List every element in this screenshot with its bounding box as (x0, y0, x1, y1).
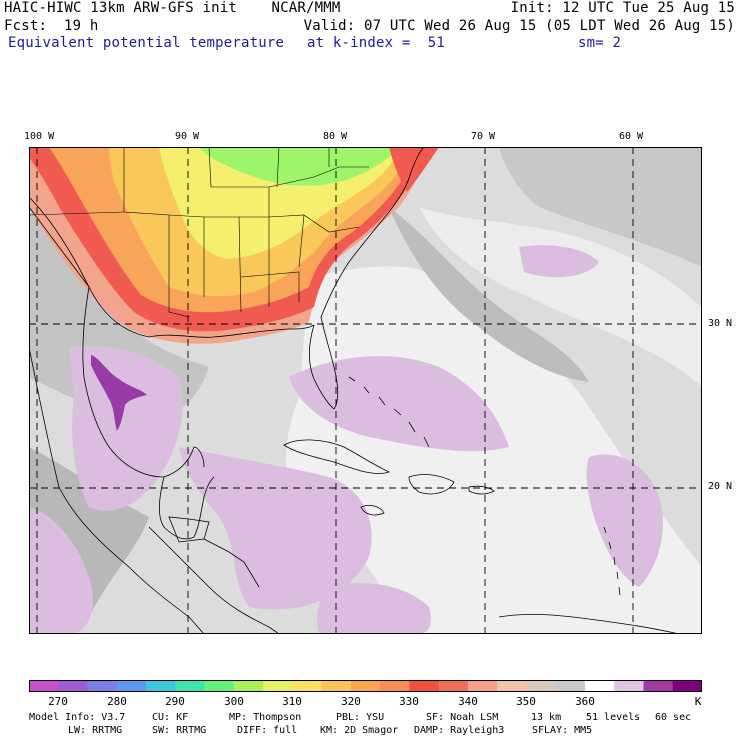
lon-label-80w: 80 W (323, 131, 348, 142)
colorbar-swatch (467, 680, 498, 692)
field-name: Equivalent potential temperature (8, 35, 285, 51)
colorbar-swatch (58, 680, 89, 692)
colorbar-label-290: 290 (165, 695, 185, 708)
colorbar-label-270: 270 (48, 695, 68, 708)
footer-sf: SF: Noah LSM (426, 712, 499, 723)
yucatan-coast (159, 476, 215, 540)
colorbar-label-360: 360 (575, 695, 595, 708)
lavender-atlantic-3 (519, 245, 599, 278)
colorbar-frame (29, 680, 702, 692)
colorbar-swatch (409, 680, 440, 692)
colorbar-swatch (380, 680, 410, 692)
international-borders (29, 206, 260, 588)
colorbar-swatch (614, 680, 644, 692)
colorbar-swatch (233, 680, 264, 692)
footer-km: KM: 2D Smagor (320, 725, 399, 736)
footer-lw: LW: RRTMG (68, 725, 123, 736)
bahamas-islands (348, 376, 430, 448)
lat-label-20n: 20 N (708, 481, 733, 492)
colorbar-swatch (526, 680, 557, 692)
footer-timestep: 60 sec (655, 712, 692, 723)
colorbar-swatch (292, 680, 323, 692)
florida-coast (309, 261, 350, 410)
lon-label-90w: 90 W (175, 131, 200, 142)
colorbar-swatch (497, 680, 527, 692)
puerto-rico-coast (468, 485, 495, 495)
pacific-mexico-coast (29, 346, 205, 634)
footer-levels: 51 levels (586, 712, 641, 723)
us-gulf-coast (29, 196, 315, 338)
colorbar-label-340: 340 (458, 695, 478, 708)
graticule (29, 147, 702, 634)
purple-high-theta-e (91, 355, 147, 431)
lavender-pacific (29, 507, 93, 634)
colorbar-swatch (29, 680, 59, 692)
green-band (199, 147, 399, 186)
valid-time: Valid: 07 UTC Wed 26 Aug 15 (05 LDT Wed … (303, 18, 735, 34)
fcst-value: 19 h (64, 18, 99, 34)
cuba-coast (283, 439, 391, 474)
colorbar-unit: K (694, 695, 702, 708)
lon-label-70w: 70 W (471, 131, 496, 142)
colorbar-label-280: 280 (107, 695, 127, 708)
lavender-gulf (69, 345, 183, 511)
central-america-coast (148, 526, 280, 634)
footer-pbl: PBL: YSU (336, 712, 385, 723)
footer-resolution: 13 km (531, 712, 562, 723)
level-info: at k-index = 51 (307, 35, 446, 51)
state-borders (29, 147, 369, 318)
red-northeast (389, 147, 439, 192)
grey-north-atlantic (499, 147, 702, 267)
footer-sw: SW: RRTMG (152, 725, 207, 736)
colorbar-swatch (321, 680, 352, 692)
theta-e-map (29, 147, 702, 634)
colorbar-swatch (146, 680, 176, 692)
mexico-gulf-coast (82, 286, 205, 478)
footer-model-info: Model Info: V3.7 (29, 712, 126, 723)
colorbar-swatch (87, 680, 118, 692)
colorbar-label-300: 300 (224, 695, 244, 708)
hispaniola-coast (408, 474, 455, 495)
footer-cu: CU: KF (152, 712, 189, 723)
lesser-antilles (603, 526, 621, 596)
map-frame (29, 147, 702, 634)
lon-label-100w: 100 W (24, 131, 55, 142)
colorbar-swatch (116, 680, 147, 692)
colorbar-label-320: 320 (341, 695, 361, 708)
colorbar-swatch (438, 680, 469, 692)
footer-diff: DIFF: full (237, 725, 298, 736)
footer-mp: MP: Thompson (229, 712, 302, 723)
lon-label-60w: 60 W (619, 131, 644, 142)
footer-sflay: SFLAY: MM5 (532, 725, 593, 736)
colorbar (29, 680, 702, 692)
colorbar-swatch (584, 680, 615, 692)
header-title: HAIC-HIWC 13km ARW-GFS init NCAR/MMM (4, 0, 341, 16)
fcst-label: Fcst: (4, 18, 48, 34)
us-atlantic-coast (348, 147, 425, 263)
colorbar-swatch (350, 680, 381, 692)
lat-label-30n: 30 N (708, 318, 733, 329)
south-america-coast (498, 613, 680, 634)
jamaica-coast (360, 505, 385, 516)
lavender-south (317, 583, 431, 634)
lavender-atlantic-1 (289, 356, 509, 452)
colorbar-swatch (204, 680, 235, 692)
colorbar-label-310: 310 (282, 695, 302, 708)
colorbar-swatch (643, 680, 674, 692)
white-ocean-band-north (419, 207, 702, 387)
colorbar-swatch (555, 680, 586, 692)
colorbar-label-330: 330 (399, 695, 419, 708)
colorbar-label-350: 350 (516, 695, 536, 708)
init-time: Init: 12 UTC Tue 25 Aug 15 (510, 0, 735, 16)
colorbar-swatch (672, 680, 702, 692)
colorbar-swatch (175, 680, 206, 692)
coastlines (29, 147, 680, 634)
footer-damp: DAMP: Rayleigh3 (414, 725, 505, 736)
lavender-atlantic-2 (586, 454, 663, 587)
smoothing-info: sm= 2 (578, 35, 622, 51)
colorbar-swatch (263, 680, 293, 692)
dark-grey-swirl (389, 207, 589, 382)
